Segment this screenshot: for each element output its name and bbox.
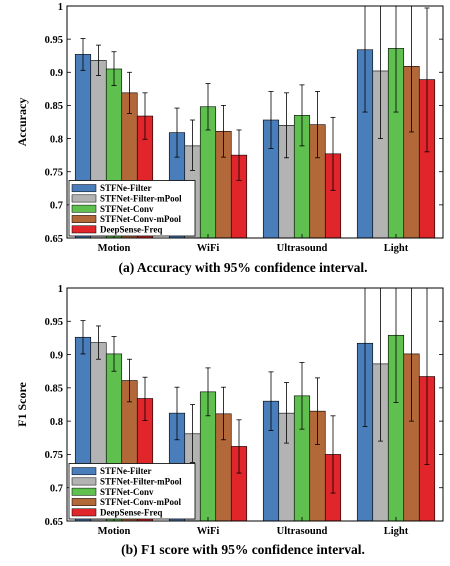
legend: STFNe-FilterSTFNet-Filter-mPoolSTFNet-Co…: [68, 463, 196, 520]
chart-panel-b: 0.65 0.7 0.75 0.8 0.85 0.9 0.95 1 Motion WiFi Ultr…: [15, 284, 444, 557]
y-tick-label: 0.9: [50, 68, 63, 79]
y-axis-label: Accuracy: [15, 98, 29, 147]
x-tick-label: Ultrasound: [277, 243, 328, 254]
x-tick-label: Ultrasound: [277, 526, 328, 537]
x-tick-label: WiFi: [197, 526, 220, 537]
y-tick-label: 0.9: [50, 350, 63, 361]
legend-label: STFNet-Conv: [100, 487, 154, 497]
legend-label: STFNe-Filter: [100, 466, 151, 476]
x-tick-label: Motion: [98, 526, 131, 537]
y-tick-label: 0.95: [45, 317, 63, 328]
axes-frame: [66, 5, 444, 239]
y-tick-label: 0.65: [45, 234, 63, 245]
legend-swatch: [71, 477, 97, 486]
legend-swatch: [71, 184, 97, 193]
x-tick-label: WiFi: [197, 243, 220, 254]
axes-frame: [66, 287, 444, 522]
y-tick-label: 1: [58, 284, 63, 295]
figure-caption: (b) F1 score with 95% confidence interva…: [121, 542, 365, 557]
legend-swatch: [71, 215, 97, 223]
chart-panel-a: 0.65 0.7 0.75 0.8 0.85 0.9 0.95 1 Motion WiFi Ultr…: [15, 2, 444, 275]
legend-swatch: [71, 204, 97, 213]
legend-swatch: [71, 225, 97, 234]
legend-swatch: [71, 498, 97, 506]
y-tick-label: 0.75: [45, 450, 63, 461]
legend-label: STFNet-Conv-mPool: [100, 497, 181, 507]
x-tick-label: Motion: [98, 243, 131, 254]
legend-swatch: [71, 508, 97, 517]
y-tick-label: 0.75: [45, 168, 63, 179]
legend-swatch: [71, 194, 97, 203]
y-tick-label: 0.95: [45, 35, 63, 46]
x-tick-label: Light: [384, 243, 409, 254]
y-tick-label: 0.7: [50, 201, 63, 212]
legend-label: DeepSense-Freq: [100, 507, 162, 517]
y-tick-label: 0.85: [45, 101, 63, 112]
y-tick-label: 0.7: [50, 484, 63, 495]
y-tick-label: 0.65: [45, 517, 63, 528]
legend-label: STFNet-Filter-mPool: [100, 194, 182, 204]
y-tick-label: 0.8: [50, 134, 63, 145]
y-axis-label: F1 Score: [15, 381, 29, 426]
legend-swatch: [71, 487, 97, 496]
legend: STFNe-FilterSTFNet-Filter-mPoolSTFNet-Co…: [68, 180, 196, 237]
legend-label: STFNet-Conv: [100, 204, 154, 214]
legend-label: DeepSense-Freq: [100, 224, 162, 234]
legend-label: STFNet-Conv-mPool: [100, 214, 181, 224]
y-tick-label: 0.85: [45, 384, 63, 395]
y-tick-label: 1: [58, 2, 63, 13]
legend-label: STFNe-Filter: [100, 183, 151, 193]
x-tick-label: Light: [384, 526, 409, 537]
legend-swatch: [71, 467, 97, 476]
y-tick-label: 0.8: [50, 417, 63, 428]
legend-label: STFNet-Filter-mPool: [100, 477, 182, 487]
figure-caption: (a) Accuracy with 95% confidence interva…: [119, 260, 368, 275]
